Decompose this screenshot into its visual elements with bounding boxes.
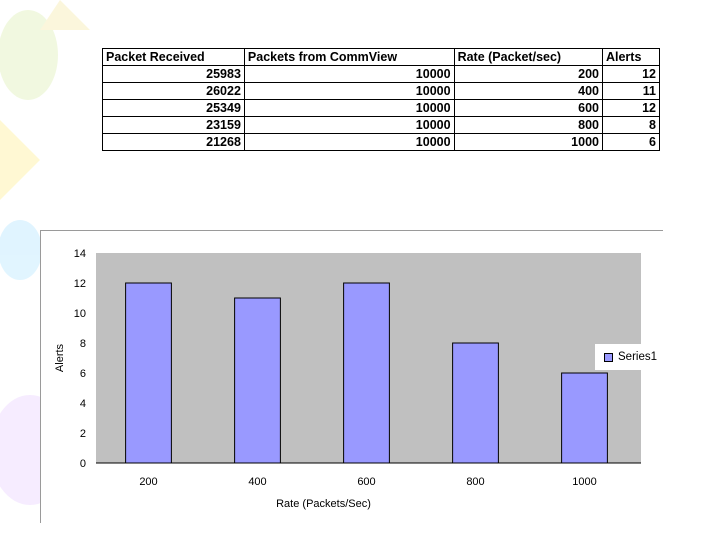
bar [452, 342, 499, 464]
table-cell: 11 [601, 82, 661, 100]
x-tick-label: 600 [357, 476, 375, 488]
bar [234, 297, 281, 464]
chart-area: 0 2 4 6 8 10 12 14 200 400 600 800 1000 Alerts Rate… [40, 230, 663, 523]
bar-chart: 0 2 4 6 8 10 12 14 200 400 600 800 1000 Alerts Rate… [54, 248, 641, 510]
table-cell: 10000 [243, 65, 455, 83]
table-cell: 10000 [243, 116, 455, 134]
table-row: 25349 10000 600 12 [102, 99, 661, 117]
x-tick-label: 800 [466, 476, 484, 488]
table-cell: 10000 [243, 99, 455, 117]
y-tick-label: 12 [74, 278, 86, 290]
table-header-row: Packet Received Packets from CommView Ra… [102, 48, 661, 66]
table-cell: 8 [601, 116, 661, 134]
table-header: Packet Received [102, 48, 245, 66]
y-tick-label: 8 [80, 338, 86, 350]
table-cell: 26022 [102, 82, 245, 100]
table-cell: 25983 [102, 65, 245, 83]
bar [343, 282, 390, 464]
x-tick-label: 1000 [572, 476, 596, 488]
table-cell: 600 [453, 99, 603, 117]
table-row: 26022 10000 400 11 [102, 82, 661, 100]
table-cell: 23159 [102, 116, 245, 134]
legend-label: Series1 [618, 351, 657, 363]
table-cell: 10000 [243, 133, 455, 151]
table-cell: 25349 [102, 99, 245, 117]
y-tick-label: 4 [80, 398, 86, 410]
table-row: 21268 10000 1000 6 [102, 133, 661, 151]
y-tick-label: 0 [80, 458, 86, 470]
y-tick-label: 6 [80, 368, 86, 380]
legend-swatch [604, 352, 613, 362]
table-row: 23159 10000 800 8 [102, 116, 661, 134]
table-cell: 1000 [453, 133, 603, 151]
x-tick-label: 200 [139, 476, 157, 488]
y-tick-label: 2 [80, 428, 86, 440]
table-cell: 400 [453, 82, 603, 100]
table-cell: 12 [601, 65, 661, 83]
table-cell: 800 [453, 116, 603, 134]
table-cell: 6 [601, 133, 661, 151]
y-axis-label: Alerts [54, 343, 66, 372]
x-axis-label: Rate (Packets/Sec) [276, 498, 371, 510]
table-row: 25983 10000 200 12 [102, 65, 661, 83]
table-cell: 10000 [243, 82, 455, 100]
table-header: Packets from CommView [243, 48, 455, 66]
table-header: Alerts [601, 48, 661, 66]
chart-legend: Series1 [595, 344, 661, 370]
table-cell: 200 [453, 65, 603, 83]
y-tick-label: 14 [74, 248, 86, 260]
table-cell: 21268 [102, 133, 245, 151]
bar [561, 372, 608, 464]
table-cell: 12 [601, 99, 661, 117]
data-table: Packet Received Packets from CommView Ra… [102, 48, 661, 151]
bar [125, 282, 172, 464]
x-tick-label: 400 [248, 476, 266, 488]
table-header: Rate (Packet/sec) [453, 48, 603, 66]
y-tick-label: 10 [74, 308, 86, 320]
